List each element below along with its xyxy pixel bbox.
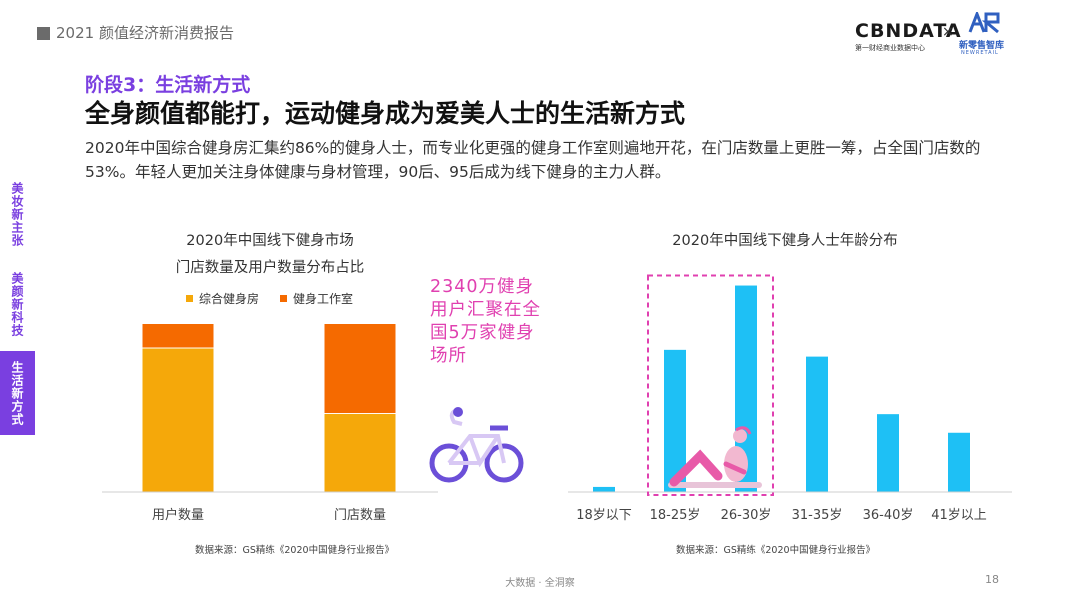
footer-tagline: 大数据 · 全洞察 bbox=[505, 578, 575, 589]
right-x-tick-label: 26-30岁 bbox=[720, 508, 772, 523]
right-x-tick-label: 41岁以上 bbox=[931, 508, 987, 523]
bar-studio-1 bbox=[324, 324, 396, 414]
left-chart-subtitle: 门店数量及用户数量分布占比 bbox=[175, 260, 365, 276]
bar-studio-0 bbox=[142, 324, 214, 348]
right-chart-source: 数据来源：GS精练《2020中国健身行业报告》 bbox=[676, 545, 876, 556]
left-x-tick-label: 用户数量 bbox=[151, 508, 204, 523]
callout-text: 2340万健身用户汇聚在全国5万家健身场所 bbox=[430, 277, 541, 366]
newretail-logo-subtitle: NEWRETAIL bbox=[961, 50, 999, 56]
age-bar-5 bbox=[948, 432, 970, 492]
bar-gym-1 bbox=[324, 413, 396, 492]
bicycle-icon bbox=[429, 407, 524, 483]
newretail-logo-icon bbox=[968, 12, 1000, 34]
age-bar-0 bbox=[593, 486, 615, 492]
side-tab-label: 美妆新主张 bbox=[10, 181, 24, 247]
right-chart-title: 2020年中国线下健身人士年龄分布 bbox=[672, 233, 898, 249]
report-title: 2021 颜值经济新消费报告 bbox=[56, 24, 234, 42]
legend-item-gym: 综合健身房 bbox=[186, 290, 259, 307]
legend-label-studio: 健身工作室 bbox=[293, 292, 354, 306]
left-x-tick-label: 门店数量 bbox=[333, 508, 386, 523]
legend-swatch-studio bbox=[280, 295, 287, 302]
right-x-tick-label: 31-35岁 bbox=[791, 508, 843, 523]
header-marker bbox=[37, 27, 50, 40]
cbndata-logo-subtitle: 第一财经商业数据中心 bbox=[855, 44, 925, 52]
cbndata-logo: CBNDATA bbox=[855, 20, 962, 42]
headline: 全身颜值都能打，运动健身成为爱美人士的生活新方式 bbox=[85, 99, 686, 128]
side-tab-label: 美颜新科技 bbox=[10, 271, 24, 337]
age-bar-3 bbox=[806, 356, 828, 492]
right-x-tick-label: 18岁以下 bbox=[576, 508, 632, 523]
description: 2020年中国综合健身房汇集约86%的健身人士，而专业化更强的健身工作室则遍地开… bbox=[85, 139, 981, 181]
right-x-tick-label: 18-25岁 bbox=[649, 508, 701, 523]
left-chart-title: 2020年中国线下健身市场 bbox=[186, 233, 354, 249]
side-tab-label: 生活新方式 bbox=[10, 360, 24, 426]
page-number: 18 bbox=[985, 573, 999, 586]
right-x-tick-label: 36-40岁 bbox=[862, 508, 914, 523]
highlight-box bbox=[647, 274, 774, 496]
legend-swatch-gym bbox=[186, 295, 193, 302]
legend-label-gym: 综合健身房 bbox=[199, 292, 260, 306]
side-tab-lifestyle[interactable]: 生活新方式 bbox=[0, 351, 35, 435]
logo-separator: × bbox=[942, 24, 954, 40]
age-bar-4 bbox=[877, 414, 899, 492]
left-chart-source: 数据来源：GS精练《2020中国健身行业报告》 bbox=[195, 545, 395, 556]
side-tab-beauty-makeup[interactable]: 美妆新主张 bbox=[0, 172, 35, 256]
stage-label: 阶段3：生活新方式 bbox=[85, 74, 251, 96]
legend-item-studio: 健身工作室 bbox=[280, 290, 353, 307]
yoga-figure-icon bbox=[668, 426, 762, 488]
newretail-logo: 新零售智库 bbox=[959, 41, 1005, 51]
bar-gym-0 bbox=[142, 347, 214, 492]
age-bar-1 bbox=[664, 349, 686, 492]
side-tab-beauty-tech[interactable]: 美颜新科技 bbox=[0, 262, 35, 346]
